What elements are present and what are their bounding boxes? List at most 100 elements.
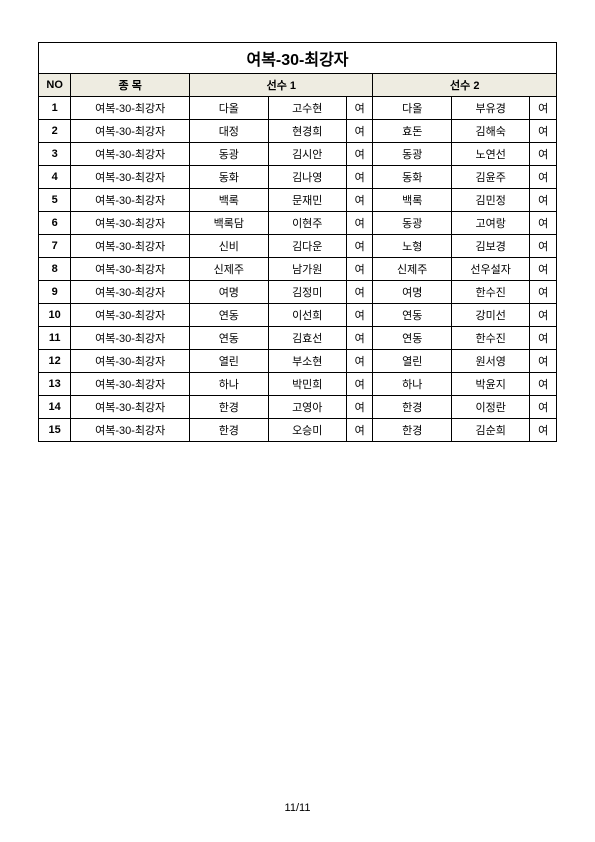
cell-no: 2 <box>39 120 71 143</box>
table-title: 여복-30-최강자 <box>39 43 557 74</box>
cell-p1-name: 현경희 <box>268 120 346 143</box>
cell-p2-team: 열린 <box>373 350 451 373</box>
cell-p1-team: 한경 <box>190 419 268 442</box>
cell-p1-team: 동광 <box>190 143 268 166</box>
cell-p2-name: 김민정 <box>451 189 529 212</box>
cell-no: 1 <box>39 97 71 120</box>
cell-event: 여복-30-최강자 <box>71 97 190 120</box>
cell-p1-sex: 여 <box>346 281 373 304</box>
cell-p1-sex: 여 <box>346 189 373 212</box>
cell-event: 여복-30-최강자 <box>71 396 190 419</box>
cell-p2-sex: 여 <box>530 396 557 419</box>
cell-p1-name: 고영아 <box>268 396 346 419</box>
table-row: 14여복-30-최강자한경고영아여한경이정란여 <box>39 396 557 419</box>
cell-p2-team: 다올 <box>373 97 451 120</box>
cell-event: 여복-30-최강자 <box>71 304 190 327</box>
cell-p1-team: 대정 <box>190 120 268 143</box>
cell-p2-name: 부유경 <box>451 97 529 120</box>
cell-p2-team: 신제주 <box>373 258 451 281</box>
cell-p2-name: 고여랑 <box>451 212 529 235</box>
table-row: 8여복-30-최강자신제주남가원여신제주선우설자여 <box>39 258 557 281</box>
cell-p2-name: 한수진 <box>451 327 529 350</box>
cell-p1-team: 다올 <box>190 97 268 120</box>
table-row: 10여복-30-최강자연동이선희여연동강미선여 <box>39 304 557 327</box>
cell-p2-team: 노형 <box>373 235 451 258</box>
cell-p2-sex: 여 <box>530 258 557 281</box>
cell-p2-team: 효돈 <box>373 120 451 143</box>
cell-p2-team: 동광 <box>373 212 451 235</box>
cell-no: 4 <box>39 166 71 189</box>
cell-event: 여복-30-최강자 <box>71 419 190 442</box>
cell-p2-team: 연동 <box>373 327 451 350</box>
table-row: 13여복-30-최강자하나박민희여하나박윤지여 <box>39 373 557 396</box>
cell-p1-team: 하나 <box>190 373 268 396</box>
cell-p1-name: 남가원 <box>268 258 346 281</box>
cell-p2-sex: 여 <box>530 235 557 258</box>
cell-p2-team: 하나 <box>373 373 451 396</box>
cell-p1-name: 김정미 <box>268 281 346 304</box>
table-row: 5여복-30-최강자백록문재민여백록김민정여 <box>39 189 557 212</box>
cell-p1-team: 백록담 <box>190 212 268 235</box>
cell-event: 여복-30-최강자 <box>71 166 190 189</box>
cell-p2-team: 한경 <box>373 396 451 419</box>
table-row: 11여복-30-최강자연동김효선여연동한수진여 <box>39 327 557 350</box>
cell-p2-name: 원서영 <box>451 350 529 373</box>
cell-p2-sex: 여 <box>530 281 557 304</box>
roster-table: 여복-30-최강자 NO 종 목 선수 1 선수 2 1여복-30-최강자다올고… <box>38 42 557 442</box>
cell-p2-team: 백록 <box>373 189 451 212</box>
cell-event: 여복-30-최강자 <box>71 143 190 166</box>
page-footer: 11/11 <box>0 802 595 814</box>
cell-p2-sex: 여 <box>530 166 557 189</box>
cell-p1-team: 한경 <box>190 396 268 419</box>
cell-p1-name: 이현주 <box>268 212 346 235</box>
cell-no: 8 <box>39 258 71 281</box>
cell-p1-team: 신제주 <box>190 258 268 281</box>
cell-p2-sex: 여 <box>530 97 557 120</box>
cell-p2-team: 동광 <box>373 143 451 166</box>
cell-p1-name: 김나영 <box>268 166 346 189</box>
cell-no: 6 <box>39 212 71 235</box>
cell-p2-sex: 여 <box>530 304 557 327</box>
cell-p2-name: 김순희 <box>451 419 529 442</box>
cell-p1-name: 김효선 <box>268 327 346 350</box>
cell-no: 7 <box>39 235 71 258</box>
col-player2: 선수 2 <box>373 74 557 97</box>
cell-p1-team: 여명 <box>190 281 268 304</box>
table-row: 4여복-30-최강자동화김나영여동화김윤주여 <box>39 166 557 189</box>
cell-p2-name: 노연선 <box>451 143 529 166</box>
cell-p1-team: 열린 <box>190 350 268 373</box>
cell-no: 5 <box>39 189 71 212</box>
cell-p2-sex: 여 <box>530 327 557 350</box>
cell-p1-sex: 여 <box>346 373 373 396</box>
cell-p2-sex: 여 <box>530 189 557 212</box>
cell-no: 9 <box>39 281 71 304</box>
cell-p1-sex: 여 <box>346 419 373 442</box>
cell-event: 여복-30-최강자 <box>71 189 190 212</box>
cell-p2-name: 한수진 <box>451 281 529 304</box>
cell-event: 여복-30-최강자 <box>71 373 190 396</box>
cell-p1-name: 이선희 <box>268 304 346 327</box>
cell-p2-team: 여명 <box>373 281 451 304</box>
cell-p2-name: 박윤지 <box>451 373 529 396</box>
cell-no: 15 <box>39 419 71 442</box>
cell-event: 여복-30-최강자 <box>71 327 190 350</box>
cell-p2-sex: 여 <box>530 120 557 143</box>
cell-p1-sex: 여 <box>346 143 373 166</box>
cell-event: 여복-30-최강자 <box>71 350 190 373</box>
cell-p2-name: 김윤주 <box>451 166 529 189</box>
table-row: 1여복-30-최강자다올고수현여다올부유경여 <box>39 97 557 120</box>
cell-p2-team: 한경 <box>373 419 451 442</box>
cell-p2-name: 김보경 <box>451 235 529 258</box>
cell-p1-sex: 여 <box>346 258 373 281</box>
cell-p1-sex: 여 <box>346 304 373 327</box>
col-no: NO <box>39 74 71 97</box>
cell-p2-sex: 여 <box>530 212 557 235</box>
cell-p1-team: 신비 <box>190 235 268 258</box>
cell-no: 14 <box>39 396 71 419</box>
cell-p2-sex: 여 <box>530 373 557 396</box>
cell-no: 3 <box>39 143 71 166</box>
table-row: 3여복-30-최강자동광김시안여동광노연선여 <box>39 143 557 166</box>
table-row: 9여복-30-최강자여명김정미여여명한수진여 <box>39 281 557 304</box>
cell-p1-team: 동화 <box>190 166 268 189</box>
cell-p1-sex: 여 <box>346 235 373 258</box>
